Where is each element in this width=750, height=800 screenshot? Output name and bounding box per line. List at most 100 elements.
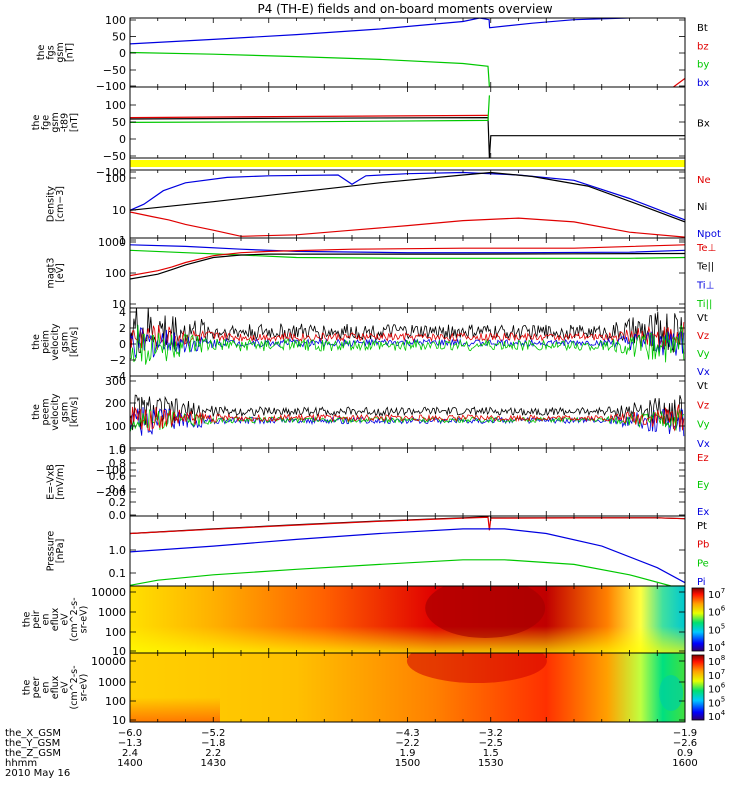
y-tick-label: 1.0 bbox=[109, 444, 127, 457]
legend-vt: Vt bbox=[697, 313, 708, 324]
y-tick-label: 10 bbox=[112, 298, 126, 311]
y-tick-label: 100 bbox=[105, 695, 126, 708]
peer_spectrogram-edge bbox=[659, 675, 684, 711]
y-axis-label: [nPa] bbox=[55, 539, 66, 564]
velocity2-trace-green bbox=[130, 409, 685, 432]
legend-ex: Ex bbox=[697, 507, 709, 518]
pressure-panel: 1.0 0.1 Pressure[nPa] Pt Pb Pe Pi bbox=[45, 515, 709, 588]
y-axis-label: en bbox=[41, 614, 52, 626]
pressure-series-green-3 bbox=[130, 559, 685, 586]
y-tick-label: 50 bbox=[112, 116, 126, 129]
legend-pt: Pt bbox=[697, 521, 707, 532]
y-axis-label: [nT] bbox=[64, 43, 75, 62]
legend-vy: Vy bbox=[697, 420, 710, 431]
colorbar-tick: 107 bbox=[708, 587, 725, 601]
y-axis-label: sr-eV) bbox=[79, 674, 90, 702]
y-tick-label: 4 bbox=[119, 306, 126, 319]
y-axis-label: eflux bbox=[50, 675, 61, 699]
y-tick-label: −200 bbox=[96, 486, 126, 499]
y-tick-label: 100 bbox=[105, 99, 126, 112]
y-tick-label: 100 bbox=[105, 626, 126, 639]
plot-title: P4 (TH-E) fields and on-board moments ov… bbox=[257, 2, 552, 16]
legend-vx: Vx bbox=[697, 367, 710, 378]
y-tick-label: 1.0 bbox=[109, 544, 127, 557]
y-tick-label: 0.6 bbox=[109, 470, 127, 483]
legend-ni: Ni bbox=[697, 202, 707, 213]
legend-bz: bz bbox=[697, 41, 709, 52]
legend-npot: Npot bbox=[697, 229, 721, 240]
colorbar-tick: 105 bbox=[708, 695, 725, 709]
y-axis-label: [km/s] bbox=[69, 327, 80, 357]
velocity1-trace-red bbox=[130, 322, 685, 351]
xaxis-value: 2.2 bbox=[205, 748, 221, 759]
peir_spectrogram-colorbar bbox=[691, 587, 705, 652]
fgs-series-red-0 bbox=[180, 18, 186, 19]
legend-bt: Bt bbox=[697, 23, 708, 34]
velocity1-trace-black bbox=[130, 308, 685, 358]
y-axis-label: velocity bbox=[50, 393, 61, 431]
velocity2-frame bbox=[129, 375, 686, 449]
density-series-blue-0 bbox=[130, 171, 685, 221]
y-tick-label: 1000 bbox=[98, 236, 126, 249]
y-axis-label: [mV/m] bbox=[55, 464, 66, 500]
y-axis-label: gsm bbox=[55, 42, 66, 62]
xaxis-value: −2.2 bbox=[395, 738, 419, 749]
legend-pb: Pb bbox=[697, 540, 709, 551]
xaxis-value: −1.8 bbox=[201, 738, 225, 749]
status-bar bbox=[130, 160, 685, 167]
xaxis-value: 1600 bbox=[672, 758, 697, 769]
y-axis-label: peem bbox=[41, 399, 52, 426]
y-tick-label: 2 bbox=[119, 322, 126, 335]
xaxis-value: 1500 bbox=[395, 758, 420, 769]
y-axis-label: [km/s] bbox=[69, 397, 80, 427]
fge-series-red-0 bbox=[130, 114, 489, 119]
peer_spectrogram-low-energy bbox=[130, 673, 220, 722]
y-tick-label: 10000 bbox=[91, 586, 126, 599]
xaxis-value: −5.2 bbox=[201, 728, 225, 739]
peer_spectrogram-colorbar bbox=[691, 654, 705, 721]
y-axis-label: -t89 bbox=[60, 113, 71, 132]
y-axis-label: the bbox=[31, 334, 42, 350]
density-series-black-1 bbox=[130, 171, 685, 223]
colorbar-tick: 106 bbox=[708, 605, 726, 619]
legend-te-: Te|| bbox=[696, 262, 714, 273]
xaxis-value: 1530 bbox=[478, 758, 503, 769]
y-axis-label: gsm bbox=[60, 402, 71, 422]
y-tick-label: −2 bbox=[110, 354, 126, 367]
temperature-series-green-1 bbox=[130, 249, 685, 259]
y-tick-label: 100 bbox=[105, 172, 126, 185]
y-axis-label: velocity bbox=[50, 323, 61, 361]
y-tick-label: 100 bbox=[105, 14, 126, 27]
legend-ti-: Ti⊥ bbox=[696, 280, 714, 291]
y-axis-label: the bbox=[22, 680, 33, 696]
y-axis-label: (cm^2-s- bbox=[69, 666, 80, 710]
legend-by: by bbox=[697, 60, 709, 71]
y-tick-label: −100 bbox=[96, 80, 126, 93]
y-tick-label: 0.8 bbox=[109, 457, 127, 470]
y-tick-label: 0.0 bbox=[109, 509, 127, 522]
y-tick-label: 10 bbox=[112, 204, 126, 217]
y-axis-label: eV bbox=[60, 613, 71, 626]
y-tick-label: 0.1 bbox=[109, 567, 127, 580]
velocity2-trace-red bbox=[130, 404, 685, 432]
fge-series-black-1 bbox=[130, 116, 685, 158]
colorbar-tick: 105 bbox=[708, 622, 725, 636]
y-axis-label: (cm^2-s- bbox=[69, 598, 80, 642]
y-tick-label: 0 bbox=[119, 47, 126, 60]
y-tick-label: −4 bbox=[110, 370, 126, 383]
xaxis-row-label: the_X_GSM bbox=[5, 728, 61, 739]
legend-pe: Pe bbox=[697, 558, 709, 569]
y-tick-label: 0 bbox=[119, 133, 126, 146]
pressure-series-blue-2 bbox=[130, 528, 685, 584]
xaxis-value: −2.6 bbox=[673, 738, 697, 749]
xaxis-value: −1.9 bbox=[673, 728, 697, 739]
legend-vz: Vz bbox=[697, 331, 709, 342]
y-axis-label: eflux bbox=[50, 607, 61, 631]
fgs-frame bbox=[129, 17, 686, 88]
xaxis-value: 1400 bbox=[117, 758, 142, 769]
y-axis-label: [nT] bbox=[69, 113, 80, 132]
